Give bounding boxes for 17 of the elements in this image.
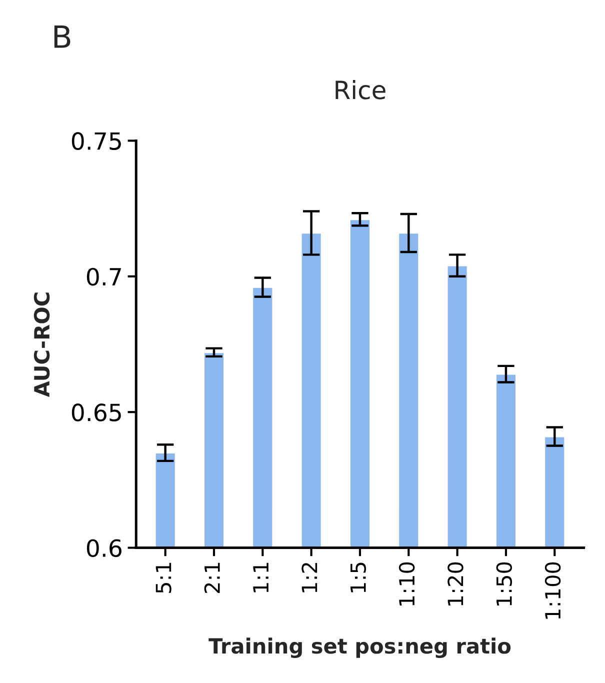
y-tick-label: 0.65 [72,404,121,422]
y-tick-label: 0.6 [86,539,122,558]
x-tick-label: 1:50 [496,562,512,606]
y-tick-label: 0.7 [86,268,121,286]
chart-title: Rice [336,80,386,100]
y-tick-label: 0.75 [72,132,121,150]
x-tick-label: 1:20 [448,562,464,606]
x-tick-label: 1:5 [350,562,366,592]
x-tick-label: 1:2 [302,563,318,592]
x-tick-label: 5:1 [156,562,172,593]
x-tick-label: 1:1 [253,562,268,592]
x-tick-label: 1:100 [544,562,561,619]
text: B [54,26,70,48]
x-tick-label: 2:1 [204,562,220,593]
x-tick-label: 1:10 [398,562,415,606]
x-axis-title: Training set pos:neg ratio [208,638,511,658]
y-axis-title: AUC-ROC [34,292,50,398]
